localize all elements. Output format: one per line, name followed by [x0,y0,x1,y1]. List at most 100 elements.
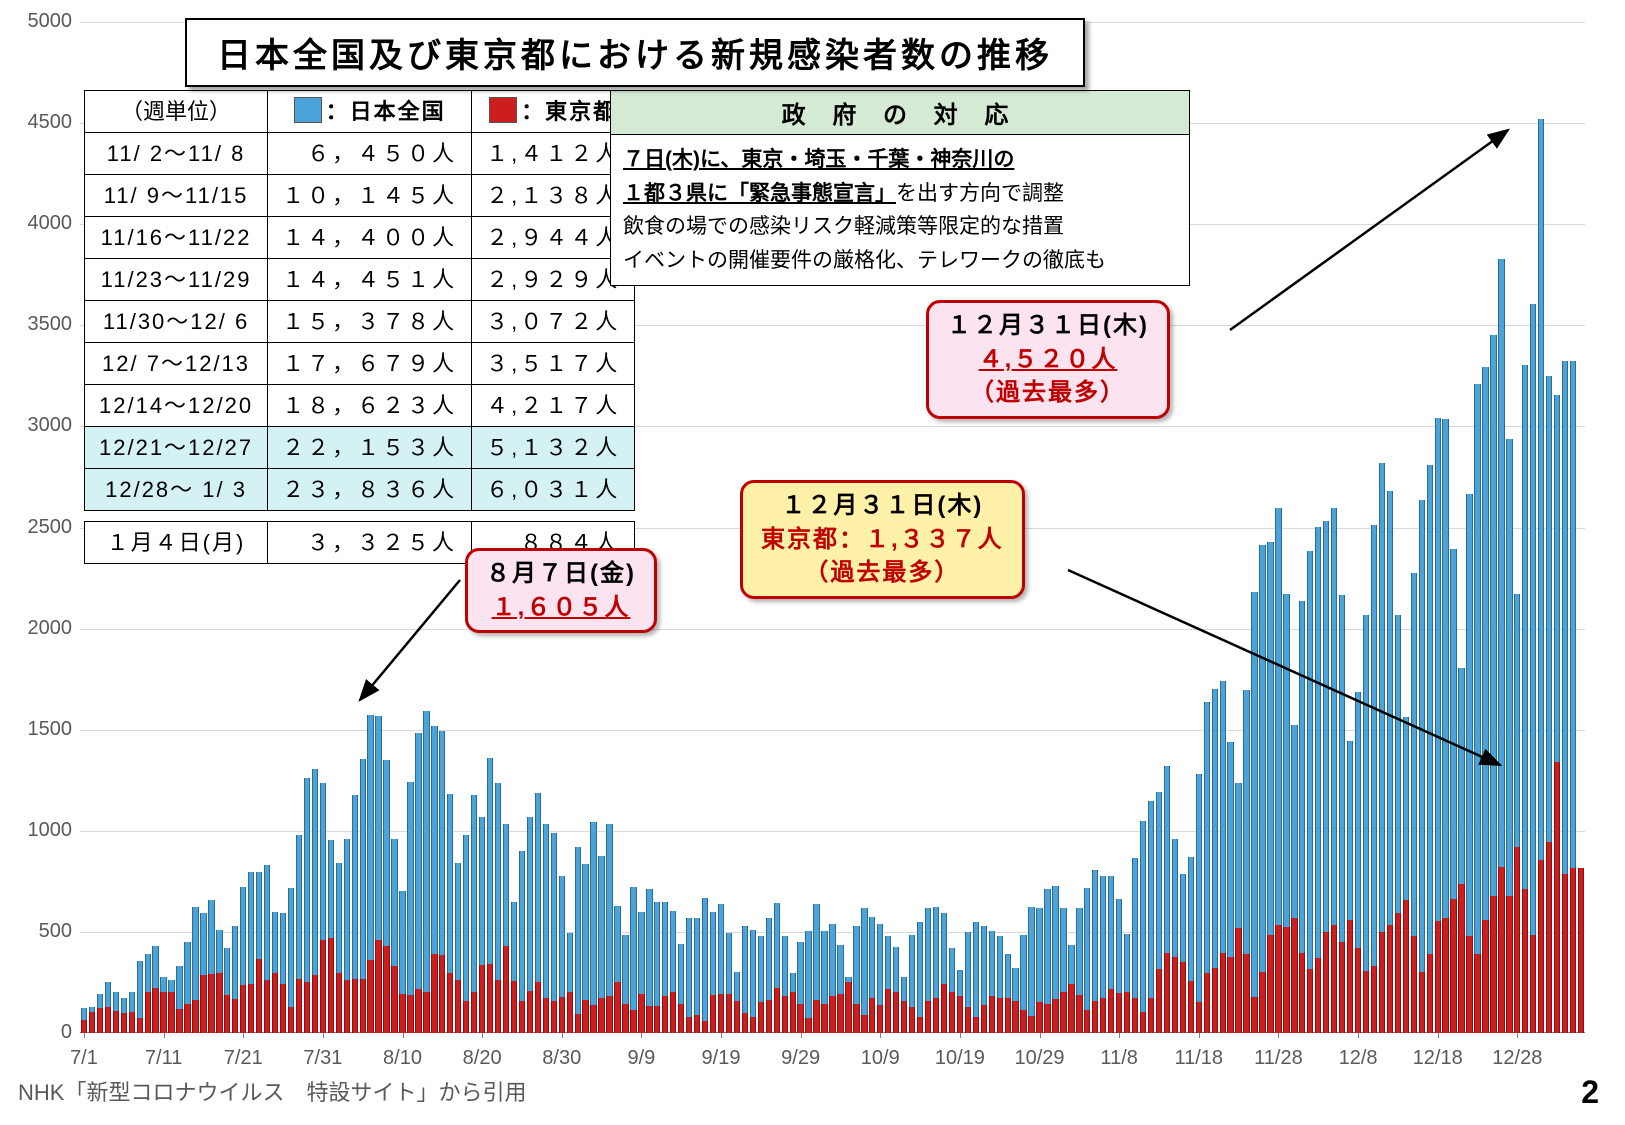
bar-tokyo [885,989,891,1033]
cell-japan: １４，４００人 [268,217,472,259]
bar-tokyo [1251,997,1257,1033]
bar-tokyo [742,1013,748,1033]
cell-tokyo: ５,１３２人 [472,427,635,469]
x-tick [164,1033,165,1038]
cell-period: 11/16～11/22 [85,217,268,259]
bar-tokyo [1490,896,1496,1033]
bar-tokyo [160,992,166,1033]
bar-tokyo [790,992,796,1033]
x-tick [641,1033,642,1038]
bar-tokyo [375,940,381,1033]
y-tick-label: 2000 [12,617,72,640]
bar-tokyo [145,992,151,1033]
japan-swatch [294,97,322,123]
bar-tokyo [1419,972,1425,1033]
x-tick [1517,1033,1518,1038]
bar-tokyo [957,996,963,1033]
bar-tokyo [551,1001,557,1033]
bar-tokyo [614,982,620,1033]
bar-japan [575,847,581,1033]
bar-tokyo [367,960,373,1033]
bar-tokyo [168,992,174,1033]
bar-tokyo [519,1001,525,1033]
bar-tokyo [423,992,429,1033]
x-tick-label: 7/21 [224,1047,263,1070]
bar-tokyo [782,996,788,1033]
cell-period: 12/28～ 1/ 3 [85,469,268,511]
bar-tokyo [1020,1010,1026,1033]
bar-tokyo [320,940,326,1033]
bar-tokyo [1387,925,1393,1033]
bar-tokyo [1196,1002,1202,1033]
bar-tokyo [1411,936,1417,1033]
bar-tokyo [630,1010,636,1033]
cell-japan: １８，６２３人 [268,385,472,427]
bar-tokyo [718,994,724,1033]
bar-japan [1530,304,1536,1033]
bar-japan [1251,592,1257,1033]
bar-tokyo [1395,913,1401,1033]
bar-tokyo [893,992,899,1033]
bar-tokyo [471,992,477,1033]
bar-tokyo [360,979,366,1033]
bar-tokyo [949,992,955,1033]
y-tick-label: 1000 [12,819,72,842]
table-row: 11/16～11/22１４，４００人２,９４４人 [85,217,635,259]
bar-tokyo [272,973,278,1033]
bar-tokyo [1275,925,1281,1033]
x-tick-label: 11/18 [1174,1047,1223,1070]
cell-period: 12/ 7～12/13 [85,343,268,385]
table-row: 12/28～ 1/ 3２３，８３６人６,０３１人 [85,469,635,511]
bar-tokyo [981,1005,987,1033]
x-tick-label: 10/29 [1015,1047,1065,1070]
bar-japan [1371,525,1377,1033]
table-row: 12/ 7～12/13１７，６７９人３,５１７人 [85,343,635,385]
tokyo-swatch [489,97,517,123]
bar-tokyo [1291,918,1297,1033]
bar-japan [1419,500,1425,1033]
bar-tokyo [232,999,238,1033]
bar-tokyo [1339,942,1345,1033]
bar-tokyo [813,1000,819,1033]
bar-tokyo [917,1017,923,1033]
bar-tokyo [582,1000,588,1033]
bar-tokyo [1474,954,1480,1033]
table-row: 11/ 2～11/ 8６，４５０人１,４１２人 [85,133,635,175]
bar-tokyo [1427,954,1433,1033]
bar-tokyo [678,1004,684,1033]
bar-tokyo [1060,992,1066,1033]
extra-japan: ３，３２５人 [268,522,472,564]
bar-tokyo [1164,953,1170,1033]
bar-tokyo [328,938,334,1033]
bar-tokyo [1235,928,1241,1033]
y-tick-label: 500 [12,920,72,943]
bar-tokyo [1442,918,1448,1033]
bar-tokyo [710,995,716,1033]
bar-tokyo [352,979,358,1033]
bar-japan [702,898,708,1033]
bar-tokyo [1522,889,1528,1033]
bar-tokyo [447,973,453,1033]
x-tick [323,1033,324,1038]
x-tick [1278,1033,1279,1038]
bar-tokyo [901,1001,907,1033]
page-number: 2 [1581,1074,1599,1111]
bar-tokyo [1212,968,1218,1033]
bar-tokyo [1506,896,1512,1033]
bar-tokyo [654,1006,660,1033]
bar-tokyo [1076,995,1082,1033]
bar-tokyo [1044,1004,1050,1033]
bar-tokyo [1124,992,1130,1033]
bar-tokyo [567,992,573,1033]
bar-tokyo [344,980,350,1033]
table-row: 11/23～11/29１４，４５１人２,９２９人 [85,259,635,301]
bar-tokyo [280,984,286,1033]
bar-japan [1196,774,1202,1033]
bar-japan [590,822,596,1033]
bar-tokyo [1132,998,1138,1033]
bar-tokyo [248,984,254,1033]
x-tick [1358,1033,1359,1038]
x-tick [801,1033,802,1038]
bar-tokyo [861,1015,867,1033]
x-tick [482,1033,483,1038]
